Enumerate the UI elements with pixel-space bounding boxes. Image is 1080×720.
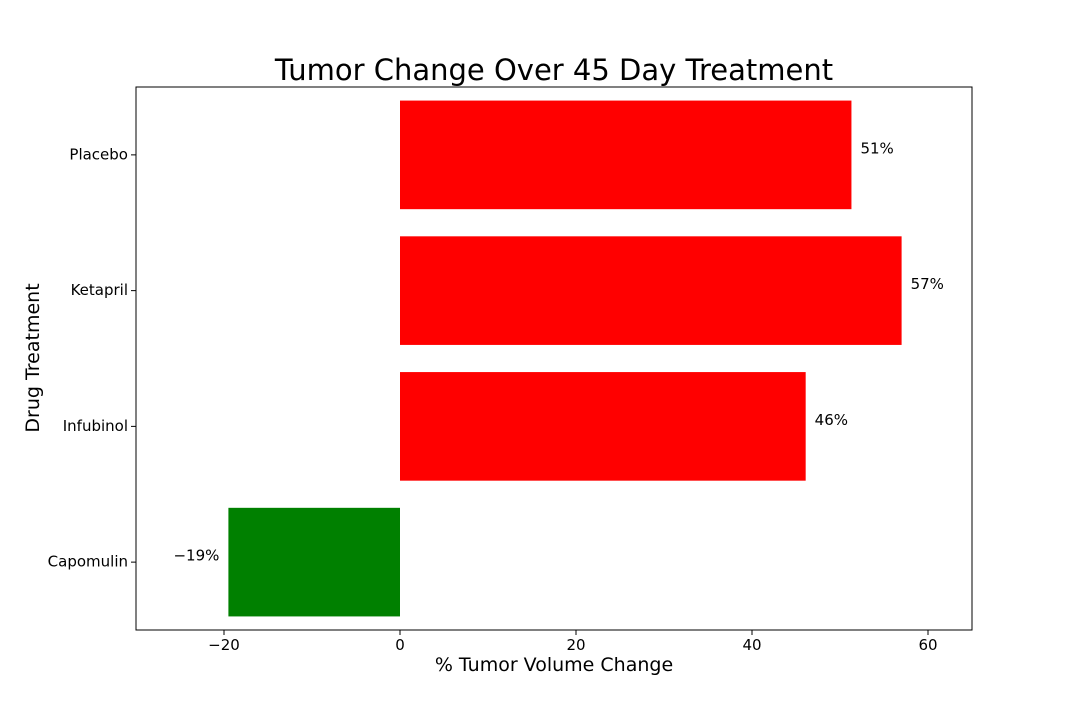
data-label-placebo: 51% (860, 139, 893, 157)
bar-ketapril (400, 236, 902, 345)
bar-capomulin (228, 507, 400, 617)
bar-placebo (400, 100, 852, 210)
y-tick-label-placebo: Placebo (69, 145, 128, 163)
x-tick-label: 0 (395, 636, 405, 654)
x-axis-ticks: −20 0 20 40 60 (208, 630, 938, 654)
y-axis-label: Drug Treatment (22, 283, 44, 432)
chart-title: Tumor Change Over 45 Day Treatment (274, 53, 833, 87)
x-tick-label: 40 (742, 636, 761, 654)
data-labels: −19% 46% 57% 51% (173, 139, 943, 564)
y-tick-label-ketapril: Ketapril (71, 281, 128, 299)
data-label-ketapril: 57% (911, 275, 944, 293)
y-axis-ticks: Capomulin Infubinol Ketapril Placebo (48, 145, 136, 571)
bars (228, 100, 902, 617)
x-axis-label: % Tumor Volume Change (435, 654, 673, 676)
plot-frame (135, 86, 973, 631)
y-tick-label-infubinol: Infubinol (63, 417, 128, 435)
x-tick-label: 20 (566, 636, 585, 654)
y-tick-label-capomulin: Capomulin (48, 553, 128, 571)
data-label-capomulin: −19% (173, 547, 219, 565)
x-tick-label: −20 (208, 636, 240, 654)
x-tick-label: 60 (918, 636, 937, 654)
data-label-infubinol: 46% (815, 411, 848, 429)
bar-infubinol (400, 372, 806, 481)
